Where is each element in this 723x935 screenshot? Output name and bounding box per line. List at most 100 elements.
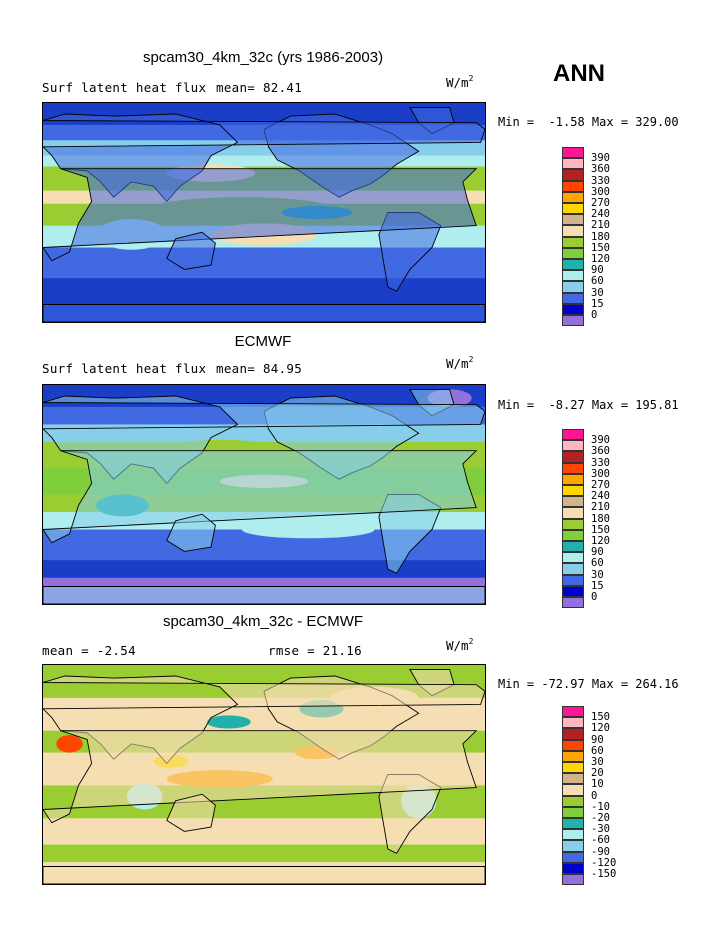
colorbar-swatch [562,750,584,762]
colorbar-label: 330 [591,174,610,187]
colorbar-label: 20 [591,767,604,780]
colorbar-swatch [562,236,584,248]
colorbar-label: -90 [591,845,610,858]
colorbar-label: 210 [591,501,610,514]
colorbar-swatch [562,247,584,259]
colorbar-swatch [562,597,584,609]
colorbar-swatch [562,563,584,575]
panel-1-map [42,102,486,323]
panel-3-units: W/m2 [446,637,474,653]
panel-3-title: spcam30_4km_32c - ECMWF [162,613,364,630]
colorbar-swatch [562,462,584,474]
colorbar-label: -120 [591,856,617,869]
colorbar-label: 210 [591,219,610,232]
colorbar-label: 360 [591,445,610,458]
panel-2-units: W/m2 [446,355,474,371]
panel-2-variable: Surf latent heat flux [42,361,207,376]
colorbar-swatch [562,292,584,304]
colorbar-swatch [562,180,584,192]
coastline [43,586,485,604]
colorbar-label: 150 [591,711,610,724]
colorbar-swatch [562,851,584,863]
panel-2-title: ECMWF [234,333,292,350]
coastline [43,304,485,322]
coastline [43,866,485,884]
colorbar-label: 30 [591,756,604,768]
colorbar-swatch [562,485,584,497]
coastline [43,450,478,544]
coastline [43,730,478,824]
colorbar-label: 300 [591,467,610,480]
colorbar-label: 60 [591,557,604,570]
colorbar-label: 15 [591,579,604,592]
colorbar-label: 90 [591,264,604,277]
colorbar-label: 150 [591,241,610,254]
colorbar-label: 30 [591,568,604,581]
colorbar-swatch [562,829,584,841]
colorbar-swatch [562,795,584,807]
colorbar-swatch [562,147,584,159]
colorbar-swatch [562,529,584,541]
colorbar-swatch [562,451,584,463]
panel-1-mean: mean= 82.41 [216,80,303,95]
colorbar-label: 120 [591,253,610,265]
colorbar-label: 240 [591,208,610,221]
colorbar-label: 270 [591,479,610,491]
colorbar-swatch [562,728,584,740]
coastline [166,793,216,832]
panel-3-map [42,664,486,885]
colorbar-label: 60 [591,275,604,288]
colorbar-label: 0 [591,789,598,802]
colorbar-label: 90 [591,733,604,746]
colorbar-swatch [562,784,584,796]
colorbar-label: 0 [591,309,598,321]
colorbar-label: 360 [591,163,610,176]
colorbar-swatch [562,818,584,830]
colorbar-swatch [562,169,584,181]
panel-2-minmax: Min = -8.27 Max = 195.81 [498,398,679,412]
panel-2-mean: mean= 84.95 [216,361,303,376]
colorbar-label: 120 [591,722,610,735]
colorbar-label: 180 [591,230,610,243]
map-field [43,665,485,884]
colorbar-label: 150 [591,523,610,536]
panel-2-map [42,384,486,605]
colorbar-label: 15 [591,297,604,310]
colorbar-label: 390 [591,152,610,165]
colorbar-swatch [562,259,584,271]
colorbar-swatch [562,473,584,485]
colorbar-swatch [562,270,584,282]
season-label: ANN [553,60,605,87]
colorbar-label: 10 [591,778,604,791]
colorbar-label: 0 [591,591,598,603]
coastline [43,168,478,262]
colorbar-label: 180 [591,512,610,525]
colorbar-swatch [562,225,584,237]
colorbar-label: 30 [591,286,604,299]
panel-3-rmse: rmse = 21.16 [268,643,362,658]
colorbar-swatch [562,806,584,818]
colorbar-swatch [562,281,584,293]
colorbar-label: 300 [591,185,610,198]
colorbar-swatch [562,518,584,530]
colorbar-label: 330 [591,456,610,469]
colorbar-swatch [562,191,584,203]
colorbar-swatch [562,214,584,226]
colorbar-swatch [562,874,584,886]
map-field [43,385,485,604]
colorbar-label: 240 [591,490,610,503]
colorbar-swatch [562,552,584,564]
colorbar-swatch [562,762,584,774]
colorbar-swatch [562,739,584,751]
colorbar-swatch [562,429,584,441]
panel-1-units: W/m2 [446,74,474,90]
colorbar-label: 390 [591,434,610,447]
colorbar-swatch [562,496,584,508]
panel-1-minmax: Min = -1.58 Max = 329.00 [498,115,679,129]
colorbar-swatch [562,574,584,586]
map-field [43,103,485,322]
coastline [166,513,216,552]
colorbar-swatch [562,773,584,785]
colorbar-swatch [562,541,584,553]
panel-3-mean: mean = -2.54 [42,643,136,658]
